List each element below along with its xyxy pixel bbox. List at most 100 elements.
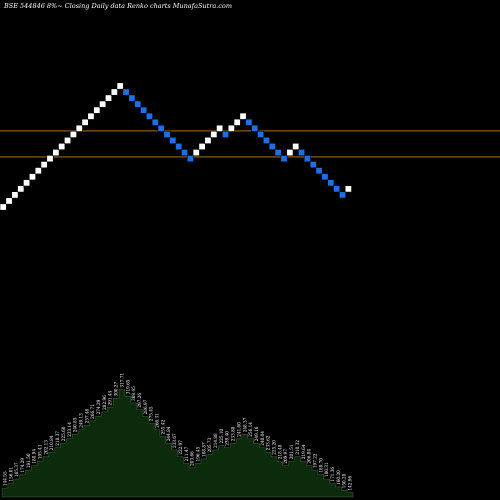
renko-brick-up xyxy=(233,118,241,126)
renko-brick-up xyxy=(210,130,218,138)
renko-brick-up xyxy=(52,149,60,157)
renko-brick-down xyxy=(315,167,323,175)
renko-brick-up xyxy=(5,197,13,205)
volume-label: 233.14 xyxy=(67,422,72,437)
renko-brick-down xyxy=(169,136,177,144)
renko-brick-down xyxy=(262,136,270,144)
renko-brick-down xyxy=(175,143,183,151)
renko-brick-up xyxy=(28,173,36,181)
volume-label: 240.04 xyxy=(260,431,265,446)
renko-brick-up xyxy=(93,106,101,114)
renko-brick-down xyxy=(151,118,159,126)
renko-brick-up xyxy=(81,118,89,126)
volume-label: 202.13 xyxy=(43,440,48,455)
volume-label: 174.29 xyxy=(20,458,25,473)
volume-label: 225.10 xyxy=(219,428,224,443)
volume-label: 249.16 xyxy=(254,426,259,441)
volume-label: 171.36 xyxy=(330,467,335,482)
renko-brick-up xyxy=(87,112,95,120)
renko-brick-down xyxy=(257,130,265,138)
renko-bricks xyxy=(0,82,352,211)
renko-brick-down xyxy=(298,149,306,157)
volume-label: 181.50 xyxy=(26,453,31,468)
volume-label: 211.47 xyxy=(184,446,189,461)
renko-brick-down xyxy=(245,118,253,126)
volume-label: 233.67 xyxy=(172,433,177,448)
volume-label: 297.26 xyxy=(137,393,142,408)
volume-label: 266.31 xyxy=(155,413,160,428)
renko-brick-up xyxy=(11,191,19,199)
volume-label: 188.87 xyxy=(201,442,206,457)
renko-brick-down xyxy=(181,149,189,157)
volume-label: 218.48 xyxy=(277,444,282,459)
renko-brick-up xyxy=(216,124,224,132)
renko-brick-up xyxy=(286,149,294,157)
volume-label: 249.13 xyxy=(78,413,83,428)
renko-brick-up xyxy=(99,100,107,108)
volume-label: 214.88 xyxy=(213,433,218,448)
renko-brick-down xyxy=(140,106,148,114)
volume-label: 144.55 xyxy=(2,471,7,486)
volume-label: 160.20 xyxy=(336,470,341,485)
volume-label: 197.22 xyxy=(312,453,317,468)
renko-brick-down xyxy=(251,124,259,132)
volume-label: 286.97 xyxy=(143,399,148,414)
volume-label: 256.14 xyxy=(248,422,253,437)
renko-brick-up xyxy=(40,161,48,169)
volume-label: 222.97 xyxy=(178,440,183,455)
reference-lines xyxy=(0,130,500,158)
renko-brick-up xyxy=(198,143,206,151)
volume-label: 319.65 xyxy=(125,379,130,394)
renko-brick-down xyxy=(145,112,153,120)
renko-brick-up xyxy=(292,143,300,151)
renko-brick-down xyxy=(321,173,329,181)
renko-brick-down xyxy=(163,130,171,138)
renko-brick-up xyxy=(227,124,235,132)
volume-labels: 144.55 156.01 165.37 174.29 181.50 188.94 195.… xyxy=(2,372,352,490)
volume-label: 180.31 xyxy=(324,462,329,477)
volume-label: 209.97 xyxy=(283,449,288,464)
volume-label: 203.66 xyxy=(190,451,195,466)
volume-label: 291.44 xyxy=(108,390,113,405)
renko-brick-down xyxy=(186,155,194,163)
renko-brick-down xyxy=(333,185,341,193)
renko-brick-up xyxy=(192,149,200,157)
volume-label: 210.84 xyxy=(49,435,54,450)
volume-label: 244.84 xyxy=(166,426,171,441)
renko-brick-up xyxy=(0,203,7,211)
renko-brick-up xyxy=(105,94,113,102)
volume-label: 150.28 xyxy=(342,473,347,488)
renko-brick-down xyxy=(157,124,165,132)
renko-brick-up xyxy=(23,179,31,187)
volume-label: 240.85 xyxy=(73,417,78,432)
volume-label: 195.41 xyxy=(38,444,43,459)
volume-label: 275.45 xyxy=(149,406,154,421)
renko-brick-up xyxy=(344,185,352,193)
volume-label: 188.94 xyxy=(32,449,37,464)
renko-brick-up xyxy=(58,143,66,151)
volume-label: 266.71 xyxy=(90,404,95,419)
volume-label: 241.60 xyxy=(236,422,241,437)
volume-label: 189.70 xyxy=(318,458,323,473)
volume-label: 219.64 xyxy=(301,444,306,459)
volume-label: 300.27 xyxy=(114,381,119,396)
renko-brick-up xyxy=(34,167,42,175)
volume-label: 206.84 xyxy=(307,449,312,464)
renko-brick-down xyxy=(303,155,311,163)
volume-label: 142.96 xyxy=(348,476,353,491)
volume-area xyxy=(1,389,354,498)
renko-brick-up xyxy=(46,155,54,163)
volume-label: 233.62 xyxy=(266,435,271,450)
renko-brick-down xyxy=(280,155,288,163)
volume-label: 239.40 xyxy=(225,431,230,446)
volume-label: 156.01 xyxy=(8,467,13,482)
renko-brick-up xyxy=(239,112,247,120)
renko-brick-up xyxy=(17,185,25,193)
renko-brick-up xyxy=(110,88,118,96)
volume-label: 274.29 xyxy=(96,399,101,414)
volume-label: 165.37 xyxy=(14,462,19,477)
volume-label: 210.32 xyxy=(295,440,300,455)
volume-label: 248.37 xyxy=(242,417,247,432)
volume-label: 257.48 xyxy=(84,408,89,423)
